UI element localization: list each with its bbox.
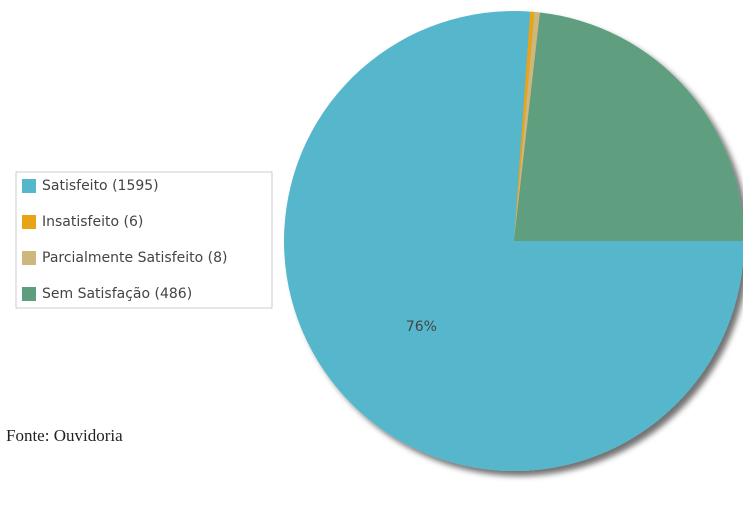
pie [284,11,743,471]
pie-slice [514,11,540,242]
legend-box [15,171,273,309]
pie-slice [514,12,743,241]
legend-swatch [22,287,36,301]
slice-label: 76% [406,319,437,335]
source-note: Fonte: Ouvidoria [6,426,123,445]
pie-slice [284,11,743,471]
pie-slice [514,11,535,242]
legend-swatch [22,215,36,229]
legend-label: Satisfeito (1595) [42,178,159,194]
legend-label: Sem Satisfação (486) [42,286,192,302]
legend-label: Insatisfeito (6) [42,214,143,230]
legend-swatch [22,251,36,265]
legend-swatch [22,179,36,193]
legend-label: Parcialmente Satisfeito (8) [42,250,227,266]
